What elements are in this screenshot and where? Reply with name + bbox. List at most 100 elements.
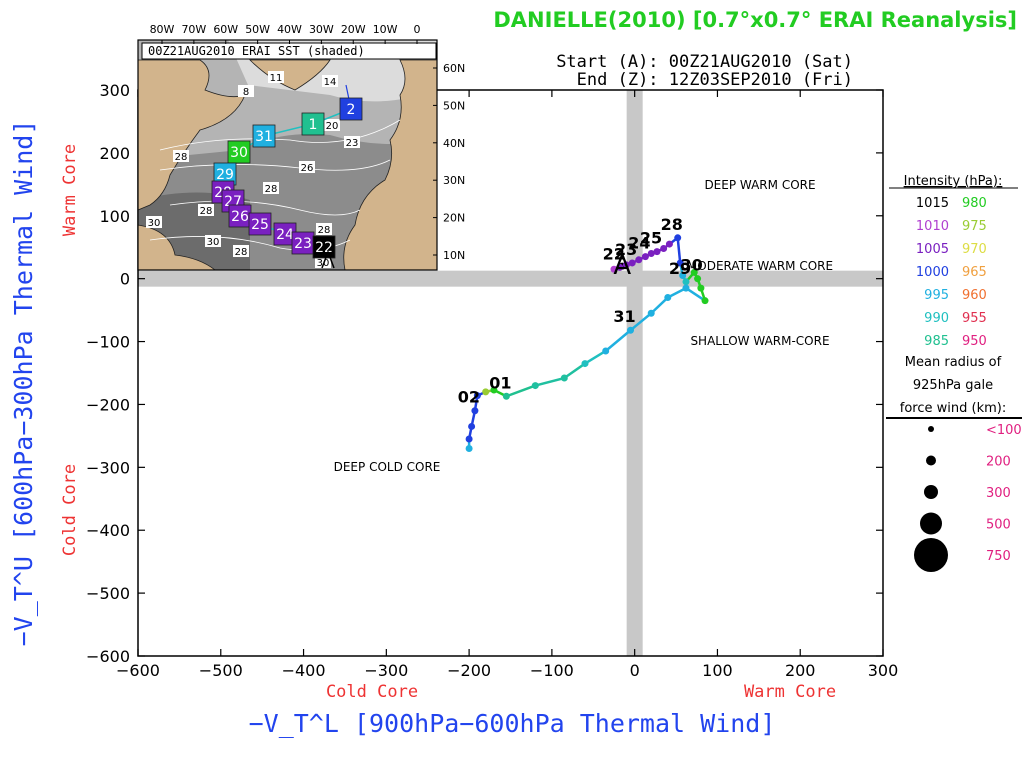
track-point [676,259,684,267]
track-point [641,253,649,261]
inset-track-box-label: 23 [294,236,312,252]
inset-track-box-label: 24 [276,227,294,243]
legend: Intensity (hPa): 1015 980 1010 975 1005 970 100… [886,174,1022,572]
legend-radius-title: 925hPa gale [913,378,993,393]
inset-sst-label-bg [344,136,360,148]
x-axis-title: −V_T^L [900hPa−600hPa Thermal Wind] [249,709,776,738]
x-tick-label: −400 [282,661,326,680]
inset-sst-label: 30 [207,237,220,248]
inset-sst-label: 28 [200,206,213,217]
inset-label: 00Z21AUG2010 ERAI SST (shaded) [148,44,365,58]
zero-band-vertical [626,90,643,656]
legend-intensity-value: 990 [924,311,949,326]
track-point [690,268,698,276]
legend-radius-title: Mean radius of [905,355,1002,370]
track-segment [505,384,537,398]
track-segment [649,296,670,315]
inset-sst-label: 28 [318,225,331,236]
track-point [627,326,635,334]
inset-track-box-label: 26 [231,209,249,225]
inset-lat-tick-label: 30N [443,174,465,187]
legend-intensity-value: 970 [962,242,987,257]
track-point [560,374,568,382]
x-tick-label: −200 [447,661,491,680]
y-tick-label: −300 [86,458,130,477]
legend-intensity-value: 985 [924,334,949,349]
legend-intensity-value: 960 [962,288,987,303]
inset-track-box [312,235,336,259]
inset-sst-label: 26 [301,163,314,174]
inset-track-box [248,212,272,236]
inset-lon-tick-label: 40W [277,23,302,36]
inset-sst-label-bg [322,75,338,87]
track-point [490,386,498,394]
plot-area: −600 −500 −400 −300 −200 −100 0 100 200 300−600−5… [86,81,898,680]
legend-radius-dot [920,512,942,535]
track-point [628,259,636,267]
inset-sst-label-bg [263,182,279,194]
track-date-label: 29 [669,259,691,278]
track-date-label: 23 [615,240,637,259]
track-point [647,250,655,258]
inset-land-north-america [137,59,246,211]
legend-radius-label: 300 [986,486,1011,501]
track-point [679,272,687,280]
track-point [602,347,610,355]
inset-sst-label-bg [173,150,189,162]
inset-sst-label: 11 [270,73,283,84]
legend-intensity-value: 1000 [916,265,949,280]
track-point [697,284,705,292]
track-date-label: 30 [680,256,702,275]
legend-intensity-value: 965 [962,265,987,280]
legend-intensity-value: 1010 [916,219,949,234]
y-tick-label: −600 [86,647,130,666]
x-tick-label: −500 [199,661,243,680]
track-point [660,244,668,252]
inset-sst-label-bg [316,223,332,235]
track-point [581,360,589,368]
track-point [674,234,682,242]
track-point [622,261,630,269]
y-axis-title: −V_T^U [600hPa−300hPa Thermal Wind] [9,120,38,647]
inset-sst-label-bg [238,85,254,97]
inset-sst-label: 14 [324,77,337,88]
track-segment [676,236,682,265]
inset-land-south-america [137,224,217,271]
inset-track-box [227,140,251,164]
inset-sst-label: 28 [265,184,278,195]
inset-track-box-label: 22 [315,240,333,256]
y-tick-label: 100 [99,207,130,226]
track-segment [563,362,587,380]
track-point [682,284,690,292]
y-tick-label: 200 [99,144,130,163]
legend-intensity-value: 975 [962,219,987,234]
track-point [664,294,672,302]
track-date-label: 02 [458,388,480,407]
inset-sst-label-bg [146,216,162,228]
inset-track-box-label: 31 [255,129,273,145]
track-date-label: 24 [628,234,650,253]
legend-radius-label: <100 [986,423,1022,438]
x-tick-label: −100 [530,661,574,680]
track-date-label: 25 [640,229,662,248]
y-tick-label: −200 [86,395,130,414]
track-point [465,435,473,443]
legend-radius-dot [928,426,934,432]
inset-lon-tick-label: 10W [373,23,398,36]
track-segment [604,328,632,353]
x-tick-label: 300 [868,661,899,680]
inset-lon-tick-label: 50W [245,23,270,36]
inset-map: 1114820232826282828303028302131302928272… [137,23,465,271]
inset-sst-label-bg [268,71,284,83]
track-point [682,278,690,286]
track-date-label: 28 [661,215,683,234]
inset-sst-label-bg [299,161,315,173]
inset-lon-tick-label: 30W [309,23,334,36]
quadrant-moderate-warm-label: MODERATE WARM CORE [687,259,833,273]
x-warm-core-label: Warm Core [744,682,836,702]
track-date-label: 01 [489,373,511,392]
legend-intensity-value: 1005 [916,242,949,257]
legend-intensity-value: 1015 [916,196,949,211]
legend-radius-dot [924,485,938,499]
inset-land-greenland [249,59,331,91]
